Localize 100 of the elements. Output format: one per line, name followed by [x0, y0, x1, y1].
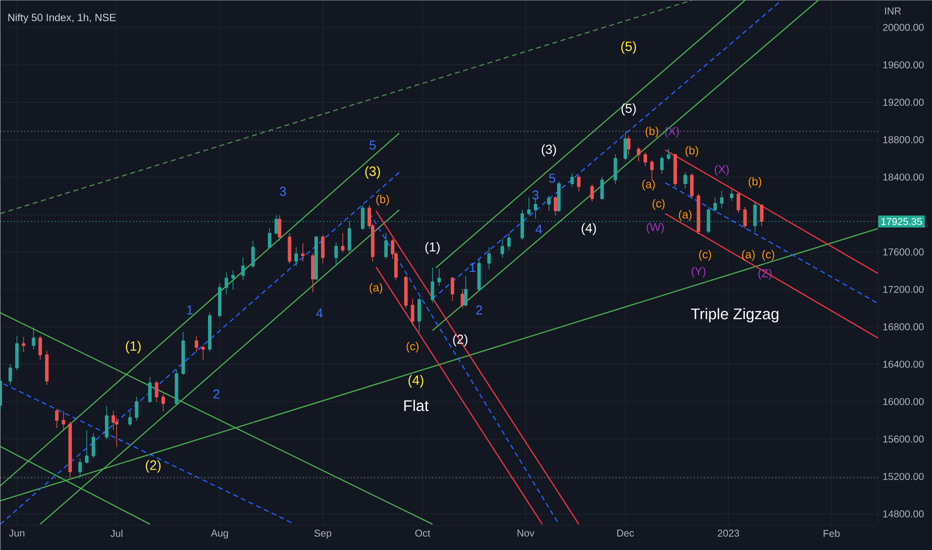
annotation: (5): [621, 41, 636, 54]
x-tick-label: Aug: [210, 530, 228, 539]
candlestick: [730, 188, 734, 201]
annotation: Flat: [404, 400, 429, 412]
candlestick: [417, 297, 421, 332]
annotation: (4): [408, 375, 424, 388]
candlestick: [557, 181, 561, 212]
y-tick-label: 19600.00: [883, 61, 924, 68]
candlestick: [626, 136, 630, 155]
candlestick: [404, 276, 408, 308]
candlestick: [450, 276, 454, 301]
y-axis-title: INR: [885, 7, 901, 14]
candlestick: [154, 380, 158, 402]
candlestick: [288, 232, 292, 264]
annotation: (X): [665, 126, 679, 138]
annotation: (a): [370, 283, 382, 294]
y-tick-label: 17200.00: [883, 286, 924, 293]
candlestick: [600, 176, 604, 200]
annotation: (a): [642, 180, 655, 190]
candlestick: [660, 156, 664, 174]
y-tick-label: 16000.00: [883, 398, 924, 406]
candlestick: [666, 148, 670, 161]
candlestick: [181, 332, 185, 375]
candlestick: [45, 350, 49, 386]
candlestick: [547, 195, 551, 212]
candlestick: [743, 206, 747, 229]
candlestick: [760, 204, 764, 226]
annotation: 3: [532, 190, 539, 200]
annotation: (4): [582, 223, 596, 236]
annotation: (X): [714, 164, 729, 176]
candlestick: [720, 190, 724, 208]
candlestick: [8, 364, 12, 386]
y-tick-label: 17600.00: [883, 248, 924, 256]
annotation: 4: [536, 224, 542, 234]
x-tick-label: 2023: [718, 530, 740, 537]
candlestick: [487, 246, 491, 270]
y-tick-label: 18400.00: [883, 174, 924, 181]
candlestick: [590, 184, 594, 202]
candlestick: [311, 253, 315, 292]
candlestick: [460, 288, 464, 308]
candlestick: [251, 240, 255, 268]
candlestick: [22, 336, 26, 352]
x-tick-label: Jul: [110, 530, 122, 537]
x-tick-label: Oct: [415, 530, 430, 537]
candlestick: [410, 298, 414, 326]
annotation: (b): [376, 194, 389, 206]
candlestick: [218, 283, 222, 318]
candlestick: [334, 242, 338, 264]
x-tick-label: Nov: [518, 530, 534, 537]
candlestick: [268, 228, 272, 249]
candlestick: [148, 376, 152, 403]
candlestick: [314, 236, 318, 280]
candlestick: [278, 215, 282, 242]
annotation: 1: [187, 305, 193, 314]
candlestick: [62, 410, 66, 430]
candlestick: [38, 336, 42, 360]
y-tick-label: 20000.00: [883, 24, 924, 31]
candlestick: [736, 192, 740, 213]
candlestick: [78, 458, 82, 478]
annotation: 2: [476, 305, 482, 314]
candlestick: [294, 246, 298, 266]
candlestick: [614, 154, 618, 184]
annotation: (W): [646, 222, 664, 234]
candlestick: [321, 234, 325, 264]
candlestick: [128, 410, 132, 426]
annotation: (c): [406, 342, 419, 352]
candlestick: [194, 336, 198, 352]
candlestick: [231, 270, 235, 290]
annotation: (1): [425, 242, 440, 254]
annotation: 2: [213, 389, 220, 398]
x-tick-label: Dec: [617, 530, 634, 537]
annotation: 5: [549, 174, 556, 183]
candlestick: [527, 197, 531, 215]
candlestick: [570, 172, 574, 187]
y-tick-label: 16800.00: [883, 323, 924, 330]
annotation: (a): [742, 250, 755, 261]
candlestick: [644, 152, 648, 166]
annotation: 5: [370, 140, 376, 150]
annotation: (3): [365, 166, 380, 179]
text: Nifty 50 Index, 1h, NSE: [8, 13, 116, 24]
candlestick: [683, 172, 687, 189]
annotation: (5): [622, 103, 636, 116]
candlestick: [32, 327, 36, 350]
candlestick: [384, 232, 388, 259]
ref-line-label: 17925.35: [881, 218, 922, 225]
annotation: (1): [126, 340, 141, 354]
y-tick-label: 18800.00: [883, 136, 924, 144]
annotation: (b): [646, 126, 658, 138]
candlestick: [500, 238, 504, 258]
candlestick: [104, 406, 108, 440]
candlestick: [68, 422, 72, 478]
candlestick: [174, 369, 178, 405]
candlestick: [624, 132, 628, 161]
candlestick: [430, 267, 434, 303]
annotation: (b): [748, 177, 762, 188]
annotation: (c): [652, 199, 665, 210]
x-tick-label: Jun: [9, 530, 24, 537]
annotation: (c): [762, 250, 774, 261]
annotation: (Y): [692, 266, 706, 278]
y-tick-label: 16400.00: [883, 360, 924, 368]
